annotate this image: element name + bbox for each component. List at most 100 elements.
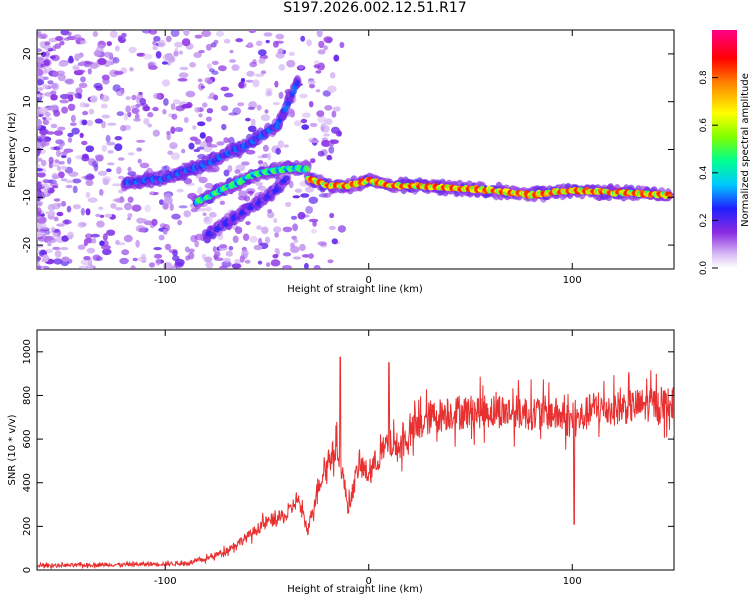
- noise-cell: [333, 54, 340, 62]
- noise-cell: [40, 141, 47, 148]
- noise-cell: [47, 242, 52, 247]
- snr-y-label: SNR (10 * v/v): [7, 414, 18, 485]
- noise-cell: [109, 30, 118, 38]
- noise-cell: [41, 51, 47, 58]
- colorbar: 0.0 0.2 0.4 0.6 0.8 Normalized spectral ampl…: [699, 30, 750, 275]
- noise-cell: [205, 136, 213, 144]
- noise-cell: [39, 250, 47, 256]
- noise-cell: [297, 211, 306, 220]
- noise-cell: [112, 57, 120, 64]
- noise-cell: [262, 144, 269, 152]
- noise-cell: [198, 113, 203, 118]
- noise-cell: [57, 145, 63, 150]
- noise-cell: [260, 114, 271, 122]
- noise-cell: [90, 233, 100, 238]
- noise-cell: [101, 103, 108, 109]
- noise-cell: [49, 182, 59, 187]
- noise-cell: [139, 162, 150, 169]
- noise-cell: [235, 38, 244, 43]
- noise-cell: [310, 158, 316, 164]
- noise-cell: [325, 37, 333, 44]
- noise-cell: [68, 171, 79, 177]
- noise-cell: [52, 45, 57, 52]
- noise-cell: [178, 72, 189, 78]
- noise-cell: [127, 196, 134, 203]
- noise-cell: [219, 265, 228, 269]
- noise-cell: [43, 45, 52, 51]
- noise-cell: [201, 30, 212, 37]
- noise-cell: [88, 108, 95, 115]
- snr-y-tick-label: 200: [22, 517, 33, 536]
- noise-cell: [302, 112, 311, 118]
- noise-cell: [315, 70, 322, 74]
- noise-cell: [93, 50, 102, 57]
- noise-cell: [53, 110, 61, 117]
- noise-cell: [96, 220, 105, 228]
- noise-cell: [178, 50, 184, 55]
- spectrogram-y-tick-label: -10: [22, 189, 33, 205]
- noise-cell: [114, 136, 123, 141]
- noise-cell: [213, 94, 219, 101]
- noise-cell: [52, 246, 60, 250]
- noise-cell: [118, 189, 124, 194]
- noise-cell: [204, 182, 214, 189]
- noise-cell: [59, 93, 70, 100]
- noise-cell: [328, 146, 335, 154]
- noise-cell: [97, 58, 107, 65]
- noise-cell: [173, 50, 179, 57]
- noise-cell: [205, 116, 212, 122]
- noise-cell: [44, 117, 52, 121]
- noise-cell: [237, 102, 245, 107]
- noise-cell: [190, 208, 197, 213]
- noise-cell: [98, 206, 104, 211]
- noise-cell: [323, 133, 330, 137]
- noise-cell: [161, 79, 171, 87]
- noise-cell: [64, 219, 69, 225]
- noise-cell: [50, 123, 58, 129]
- noise-cell: [214, 250, 221, 258]
- noise-cell: [127, 166, 132, 173]
- noise-cell: [44, 235, 55, 241]
- noise-cell: [131, 107, 140, 114]
- noise-cell: [124, 202, 132, 211]
- noise-cell: [59, 40, 65, 46]
- noise-cell: [155, 258, 161, 266]
- noise-cell: [42, 254, 50, 262]
- noise-cell: [188, 142, 195, 150]
- noise-cell: [87, 68, 92, 75]
- noise-cell: [123, 112, 129, 121]
- noise-cell: [245, 221, 251, 226]
- upper-branch-cell: [294, 80, 301, 84]
- noise-cell: [58, 61, 68, 67]
- upper-branch-cell: [274, 123, 280, 130]
- noise-cell: [205, 261, 214, 269]
- noise-cell: [129, 67, 134, 72]
- noise-cell: [318, 40, 325, 49]
- noise-cell: [86, 119, 94, 127]
- noise-cell: [101, 114, 111, 119]
- noise-cell: [151, 218, 158, 227]
- noise-cell: [116, 166, 122, 175]
- noise-cell: [301, 124, 310, 130]
- noise-cell: [61, 165, 68, 170]
- noise-cell: [323, 45, 328, 51]
- noise-cell: [54, 250, 62, 258]
- noise-cell: [170, 152, 180, 160]
- noise-cell: [60, 200, 67, 207]
- noise-cell: [256, 225, 263, 231]
- noise-cell: [104, 213, 112, 218]
- noise-cell: [270, 259, 281, 267]
- noise-cell: [169, 142, 178, 150]
- noise-cell: [37, 207, 42, 215]
- noise-cell: [127, 213, 133, 218]
- noise-cell: [121, 249, 130, 256]
- noise-cell: [196, 146, 205, 150]
- noise-cell: [94, 118, 103, 124]
- snr-x-tick-label: -100: [154, 576, 177, 587]
- noise-cell: [249, 236, 258, 243]
- noise-cell: [138, 227, 147, 233]
- noise-cell: [300, 35, 306, 42]
- noise-cell: [71, 127, 80, 135]
- noise-cell: [72, 178, 82, 184]
